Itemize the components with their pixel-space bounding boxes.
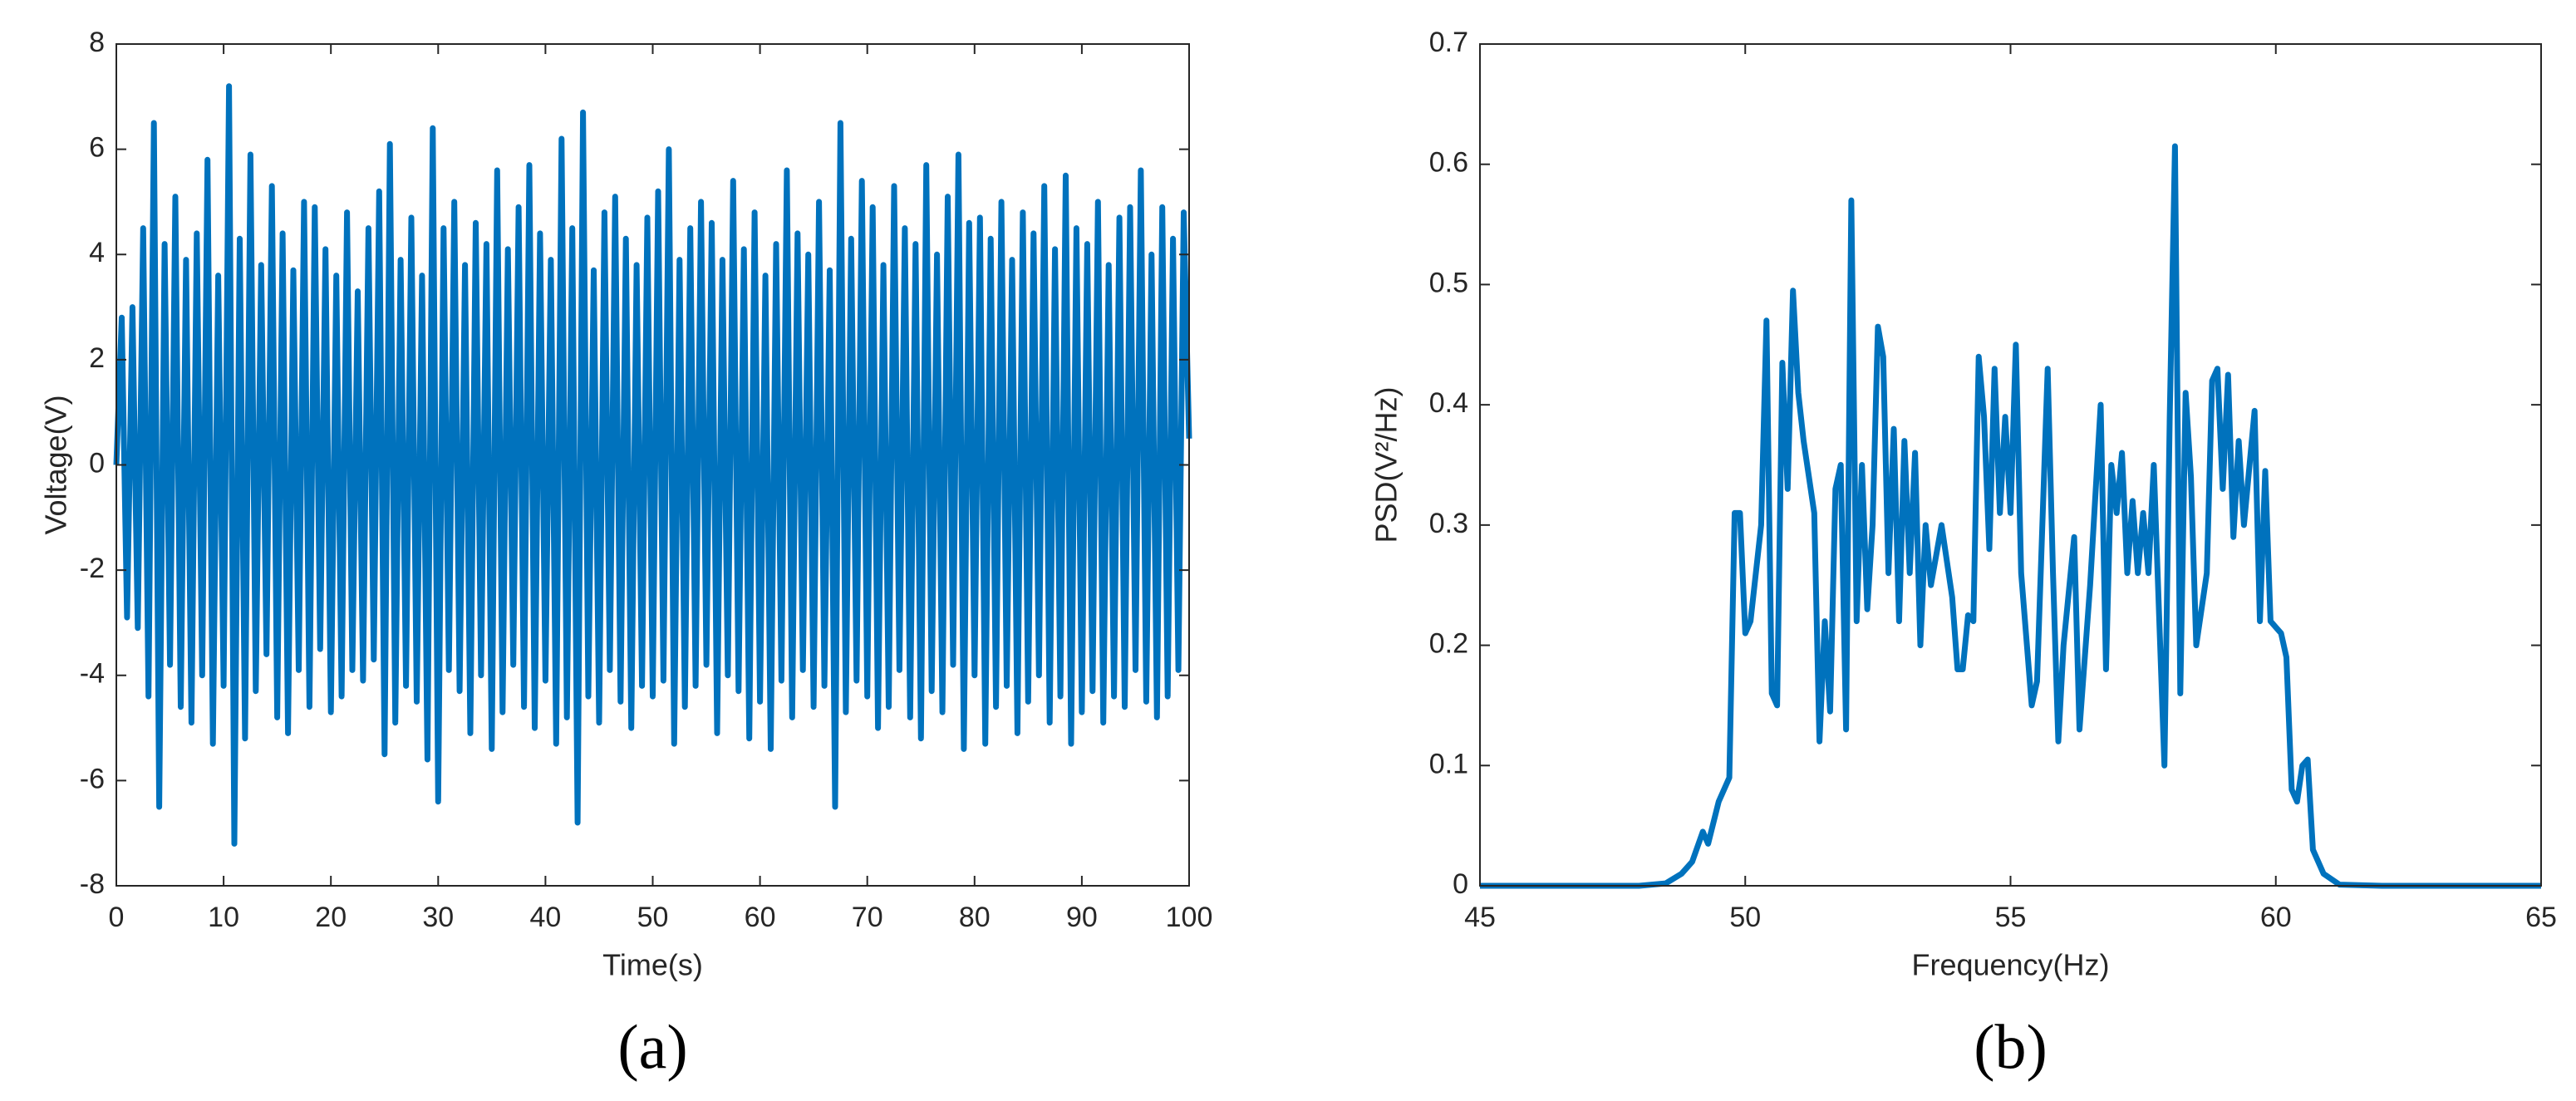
- x-tick-label: 60: [745, 902, 776, 933]
- y-tick-label: 8: [89, 27, 105, 58]
- y-tick-label: -6: [80, 763, 105, 794]
- y-tick-label: -2: [80, 553, 105, 584]
- y-tick-label: 0.3: [1429, 508, 1468, 539]
- x-tick-label: 0: [109, 902, 125, 933]
- y-tick-label: 0.2: [1429, 628, 1468, 660]
- y-tick-label: 4: [89, 237, 105, 268]
- x-tick-label: 40: [529, 902, 561, 933]
- x-tick-label: 45: [1464, 902, 1496, 933]
- x-axis-label: Time(s): [602, 948, 703, 982]
- y-tick-label: 0.5: [1429, 267, 1468, 298]
- x-tick-label: 30: [422, 902, 454, 933]
- x-tick-label: 65: [2525, 902, 2557, 933]
- panel-label: (a): [617, 1012, 687, 1082]
- y-tick-label: 0.1: [1429, 748, 1468, 779]
- y-tick-label: 6: [89, 132, 105, 164]
- y-tick-label: 0.6: [1429, 147, 1468, 179]
- panel-label: (b): [1974, 1012, 2048, 1082]
- y-tick-label: 0: [89, 447, 105, 479]
- x-tick-label: 80: [959, 902, 991, 933]
- x-tick-label: 50: [1729, 902, 1761, 933]
- x-tick-label: 55: [1995, 902, 2027, 933]
- data-line: [1480, 143, 2541, 889]
- x-tick-label: 90: [1066, 902, 1098, 933]
- x-tick-label: 60: [2260, 902, 2292, 933]
- y-tick-label: 0.7: [1429, 27, 1468, 58]
- data-line: [113, 83, 1192, 847]
- x-tick-label: 50: [637, 902, 669, 933]
- y-axis-label: Voltage(V): [39, 395, 73, 534]
- x-tick-label: 70: [852, 902, 883, 933]
- x-tick-label: 10: [208, 902, 239, 933]
- y-axis-label: PSD(V²/Hz): [1369, 387, 1404, 543]
- x-axis-label: Frequency(Hz): [1911, 948, 2109, 982]
- y-tick-label: 0.4: [1429, 387, 1468, 419]
- y-tick-label: -4: [80, 658, 105, 690]
- x-tick-label: 20: [315, 902, 347, 933]
- y-tick-label: -8: [80, 868, 105, 900]
- x-tick-label: 100: [1166, 902, 1213, 933]
- y-tick-label: 0: [1453, 868, 1468, 900]
- y-tick-label: 2: [89, 342, 105, 374]
